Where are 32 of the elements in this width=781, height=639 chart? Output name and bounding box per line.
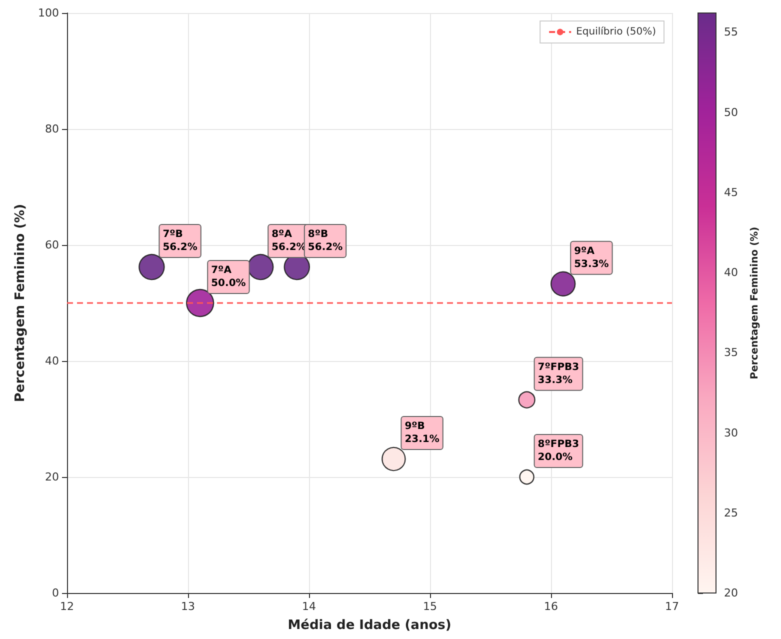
annotation: 8ºA 56.2%: [272, 229, 306, 254]
x-tick-label: 13: [181, 600, 195, 613]
x-tick-label: 14: [302, 600, 316, 613]
x-tick-label: 16: [544, 600, 558, 613]
y-axis-title: Percentagem Feminino (%): [13, 204, 28, 402]
color-bar-label: 45: [724, 186, 738, 199]
y-tick-label: 20: [45, 470, 59, 484]
annotation: 8ºFPB3 20.0%: [538, 439, 580, 463]
x-tick-label: 15: [423, 600, 437, 613]
annotation: 9ºB 23.1%: [404, 421, 440, 446]
annotation: 7ºFPB3 33.3%: [538, 362, 580, 386]
x-axis-title: Média de Idade (anos): [288, 618, 452, 633]
color-bar-label: 55: [724, 26, 738, 39]
y-tick-label: 100: [38, 6, 59, 20]
color-bar-label: 35: [724, 346, 738, 360]
y-tick-label: 60: [45, 238, 59, 252]
color-bar-label: 40: [724, 266, 738, 280]
y-tick-label: 0: [52, 586, 59, 600]
color-bar-label: 50: [724, 106, 738, 119]
color-bar-label: 25: [724, 506, 738, 520]
annotation: 7ºB 56.2%: [162, 229, 198, 254]
legend-label: Equilíbrio (50%): [576, 26, 656, 38]
annotation: 9ºA 53.3%: [574, 246, 609, 270]
color-bar-title: Percentagem Feminino (%): [750, 226, 760, 380]
annotation: 7ºA 50.0%: [211, 265, 246, 289]
x-tick-label: 12: [60, 600, 74, 613]
color-bar-label: 20: [724, 586, 738, 600]
y-tick-label: 80: [45, 122, 59, 136]
y-tick-label: 40: [45, 354, 59, 368]
color-bar-label: 30: [724, 426, 738, 440]
annotation: 8ºB 56.2%: [308, 229, 343, 254]
x-tick-label: 17: [665, 600, 679, 613]
